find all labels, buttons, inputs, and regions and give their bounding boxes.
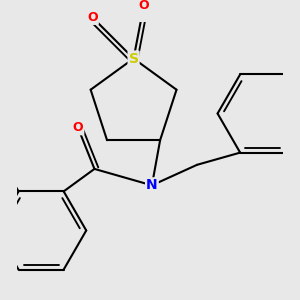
Text: O: O [139,0,149,12]
Text: O: O [73,122,83,134]
Text: S: S [129,52,139,65]
Text: N: N [146,178,158,192]
Text: O: O [87,11,98,24]
